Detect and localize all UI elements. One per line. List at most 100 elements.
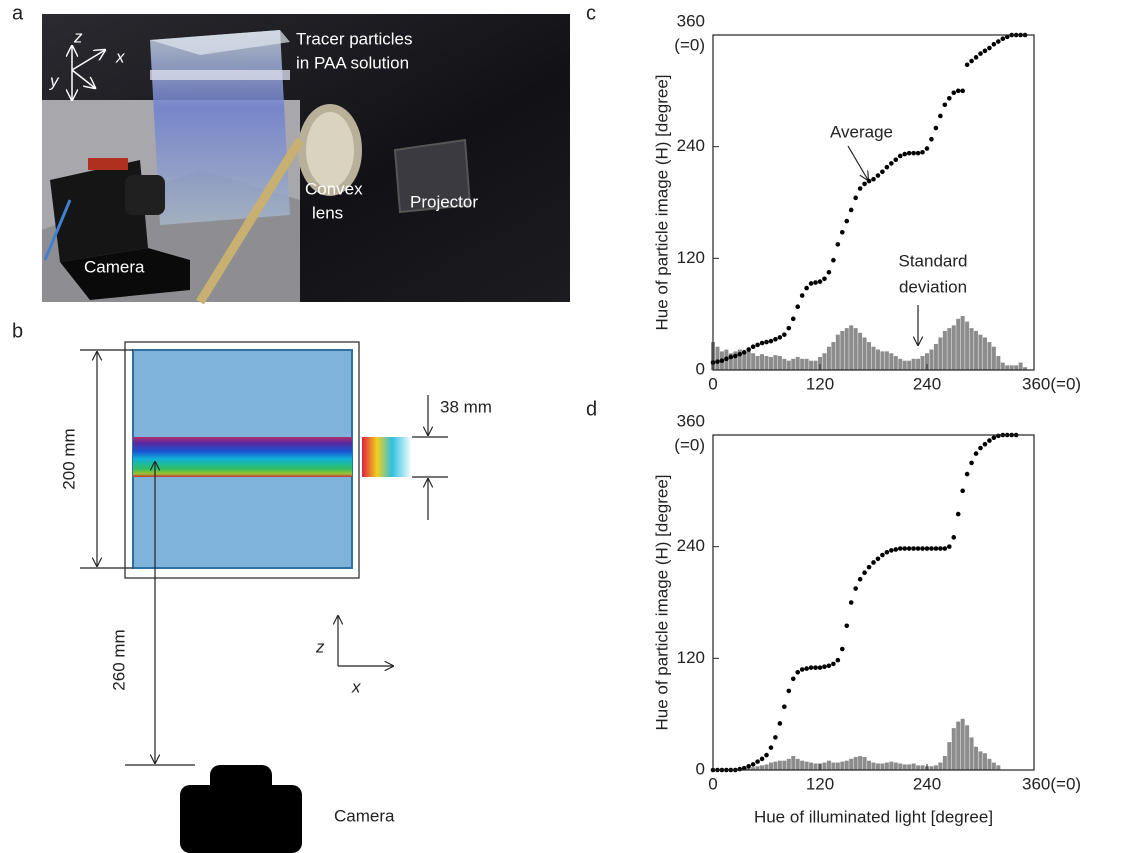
average-point xyxy=(768,745,774,750)
std-bar xyxy=(795,758,800,770)
panel-label: d xyxy=(586,398,597,420)
std-bar xyxy=(742,353,747,370)
std-bar xyxy=(751,353,756,370)
std-bar xyxy=(929,349,934,370)
average-point xyxy=(737,351,743,357)
std-bar xyxy=(853,756,858,770)
std-bar xyxy=(978,751,983,770)
average-point xyxy=(929,546,934,551)
std-bar xyxy=(925,353,929,370)
std-bar xyxy=(920,765,925,770)
std-bar xyxy=(768,762,773,770)
std-bar xyxy=(835,334,840,370)
std-bar xyxy=(867,342,872,370)
std-bar xyxy=(755,766,760,770)
average-point xyxy=(884,164,890,170)
axis-label: z xyxy=(315,637,325,656)
average-point xyxy=(839,646,845,652)
photo-label: in PAA solution xyxy=(296,53,409,72)
average-point xyxy=(987,438,992,443)
std-bar xyxy=(760,765,765,770)
std-bar xyxy=(853,328,858,370)
average-point xyxy=(920,149,925,155)
std-bar xyxy=(844,328,849,370)
std-bar xyxy=(804,358,809,370)
std-bar xyxy=(951,728,956,770)
std-bar xyxy=(733,351,738,370)
average-point xyxy=(732,353,738,359)
average-point xyxy=(795,669,801,675)
std-bar xyxy=(809,360,814,370)
average-point xyxy=(782,332,787,337)
average-point xyxy=(848,207,854,213)
std-bar xyxy=(907,360,912,370)
std-bar xyxy=(893,356,898,370)
average-point xyxy=(880,552,885,558)
std-bar xyxy=(849,325,854,370)
average-point xyxy=(813,280,818,285)
average-point xyxy=(938,113,943,119)
x-tick-label: 120 xyxy=(806,374,834,393)
y-tick-label: 120 xyxy=(677,248,705,267)
x-tick-label: 240 xyxy=(913,374,941,393)
average-point xyxy=(759,340,765,346)
std-bar xyxy=(960,718,965,770)
std-bar xyxy=(982,753,987,770)
std-bar xyxy=(907,764,912,770)
std-bar xyxy=(933,765,938,770)
std-bar xyxy=(871,762,876,770)
std-bar xyxy=(737,349,742,370)
average-point xyxy=(746,347,751,352)
average-point xyxy=(826,269,832,275)
average-point xyxy=(871,560,876,565)
average-point xyxy=(996,433,1001,439)
average-point xyxy=(853,195,858,201)
std-bar xyxy=(974,330,979,370)
std-bar xyxy=(1005,365,1010,370)
average-point xyxy=(906,546,912,551)
std-bar xyxy=(1000,362,1005,370)
average-point xyxy=(813,665,818,670)
std-bar xyxy=(956,721,961,770)
std-bar xyxy=(991,762,996,770)
average-point xyxy=(1000,36,1006,42)
std-bar xyxy=(889,353,894,370)
std-bar xyxy=(929,766,934,770)
std-bar xyxy=(987,342,992,370)
average-point xyxy=(996,39,1001,44)
y-tick-label: 240 xyxy=(677,136,705,155)
std-bar xyxy=(804,761,809,770)
std-bar xyxy=(1018,362,1023,370)
std-bar xyxy=(822,762,827,770)
average-point xyxy=(982,442,988,447)
std-bar xyxy=(862,337,867,370)
average-point xyxy=(973,451,979,456)
average-point xyxy=(920,546,925,551)
average-point xyxy=(808,281,814,286)
std-bar xyxy=(969,737,974,770)
photo-label: Projector xyxy=(410,192,478,211)
std-bar xyxy=(768,356,773,370)
average-point xyxy=(759,756,765,762)
std-bar xyxy=(875,763,880,770)
diagram: 200 mm 38 mm 260 mm z x Camera xyxy=(59,341,492,853)
std-bar xyxy=(782,358,787,370)
std-bar xyxy=(884,762,889,770)
std-bar xyxy=(800,760,805,770)
average-point xyxy=(857,576,863,582)
std-bar xyxy=(889,761,894,770)
x-tick-label: 360(=0) xyxy=(1022,774,1081,793)
average-point xyxy=(915,546,921,551)
std-bar xyxy=(947,742,952,770)
std-bar xyxy=(875,349,880,370)
std-bar xyxy=(1023,367,1028,370)
std-bar xyxy=(902,764,907,770)
annotation: Average xyxy=(830,122,893,141)
average-point xyxy=(951,535,957,540)
average-point xyxy=(915,150,921,156)
std-bar xyxy=(898,763,903,770)
axis-label: x xyxy=(115,47,125,66)
average-point xyxy=(866,178,872,184)
